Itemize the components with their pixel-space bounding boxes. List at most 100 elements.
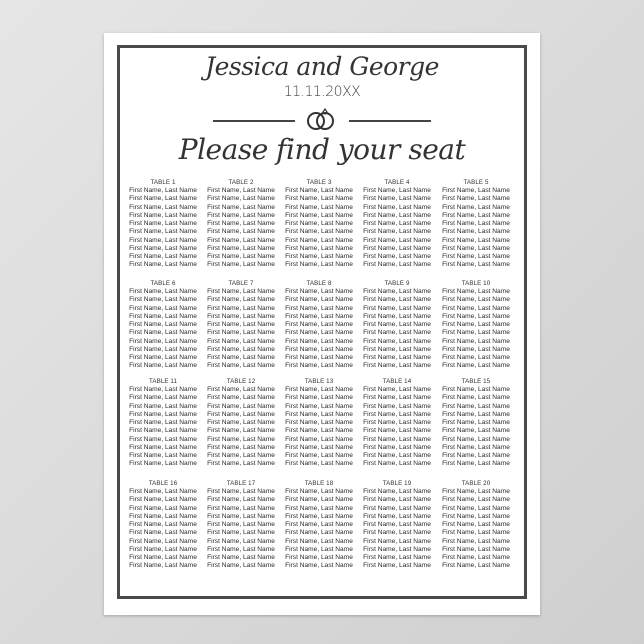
table-block: TABLE 1 First Name, Last Name First Name, … — [124, 179, 202, 270]
couple-names: Jessica and George — [205, 52, 439, 81]
guest-name: First Name, Last Name — [442, 220, 510, 227]
table-label: TABLE 12 — [226, 378, 256, 385]
guest-name: First Name, Last Name — [207, 562, 275, 570]
guest-name: First Name, Last Name — [363, 443, 431, 451]
guest-name: First Name, Last Name — [129, 195, 197, 203]
guest-name: First Name, Last Name — [363, 402, 431, 410]
guest-name: First Name, Last Name — [285, 529, 353, 537]
guest-name: First Name, Last Name — [363, 261, 431, 269]
guest-name: First Name, Last Name — [207, 402, 275, 410]
wedding-rings-icon — [307, 107, 334, 130]
guest-name: First Name, Last Name — [363, 312, 431, 320]
guest-name: First Name, Last Name — [129, 452, 197, 459]
guest-name: First Name, Last Name — [207, 410, 275, 418]
table-label: TABLE 7 — [228, 280, 254, 287]
guest-name: First Name, Last Name — [285, 435, 353, 443]
guest-name: First Name, Last Name — [363, 296, 431, 304]
guest-name: First Name, Last Name — [207, 236, 275, 244]
guest-name: First Name, Last Name — [363, 187, 431, 194]
guest-name: First Name, Last Name — [442, 410, 510, 418]
guest-name: First Name, Last Name — [129, 554, 197, 561]
guest-name: First Name, Last Name — [442, 443, 510, 451]
guest-name: First Name, Last Name — [129, 386, 197, 393]
guest-name: First Name, Last Name — [129, 427, 197, 435]
guest-name: First Name, Last Name — [442, 337, 510, 345]
guest-name: First Name, Last Name — [129, 512, 197, 520]
guest-name: First Name, Last Name — [129, 562, 197, 570]
guest-name: First Name, Last Name — [207, 537, 275, 545]
table-block: TABLE 3 First Name, Last Name First Name, … — [280, 179, 358, 270]
guest-name: First Name, Last Name — [363, 419, 431, 426]
guest-name: First Name, Last Name — [363, 321, 431, 328]
guest-name: First Name, Last Name — [129, 244, 197, 252]
table-label: TABLE 14 — [382, 378, 412, 385]
guest-name: First Name, Last Name — [129, 228, 197, 236]
guest-name: First Name, Last Name — [363, 529, 431, 537]
guest-name: First Name, Last Name — [285, 512, 353, 520]
guest-name: First Name, Last Name — [207, 211, 275, 219]
guest-name: First Name, Last Name — [442, 402, 510, 410]
guest-name: First Name, Last Name — [363, 236, 431, 244]
guest-name: First Name, Last Name — [129, 529, 197, 537]
table-block: TABLE 12 First Name, Last Name First Name,… — [202, 378, 280, 469]
guest-name: First Name, Last Name — [285, 296, 353, 304]
guest-name: First Name, Last Name — [207, 296, 275, 304]
guest-name: First Name, Last Name — [129, 504, 197, 512]
table-label: TABLE 16 — [148, 480, 178, 487]
guest-name: First Name, Last Name — [363, 288, 431, 295]
guest-name: First Name, Last Name — [207, 362, 275, 370]
guest-name: First Name, Last Name — [285, 253, 353, 260]
guest-name: First Name, Last Name — [129, 460, 197, 468]
guest-name: First Name, Last Name — [285, 419, 353, 426]
guest-name: First Name, Last Name — [285, 337, 353, 345]
guest-name: First Name, Last Name — [207, 288, 275, 295]
guest-name: First Name, Last Name — [285, 562, 353, 570]
guest-name: First Name, Last Name — [442, 261, 510, 269]
guest-name: First Name, Last Name — [363, 203, 431, 211]
guest-name: First Name, Last Name — [285, 537, 353, 545]
guest-name: First Name, Last Name — [363, 337, 431, 345]
guest-name: First Name, Last Name — [442, 394, 510, 402]
guest-name: First Name, Last Name — [442, 304, 510, 312]
guest-name: First Name, Last Name — [442, 253, 510, 260]
guest-name: First Name, Last Name — [207, 253, 275, 260]
guest-name: First Name, Last Name — [129, 187, 197, 194]
guest-name: First Name, Last Name — [442, 537, 510, 545]
guest-name: First Name, Last Name — [285, 386, 353, 393]
guest-name: First Name, Last Name — [363, 362, 431, 370]
table-label: TABLE 8 — [306, 280, 332, 287]
guest-name: First Name, Last Name — [363, 512, 431, 520]
guest-name: First Name, Last Name — [207, 386, 275, 393]
guest-name: First Name, Last Name — [363, 452, 431, 459]
table-block: TABLE 7 First Name, Last Name First Name, … — [202, 280, 280, 371]
guest-name: First Name, Last Name — [442, 211, 510, 219]
guest-name: First Name, Last Name — [442, 554, 510, 561]
guest-name: First Name, Last Name — [129, 394, 197, 402]
table-label: TABLE 6 — [150, 280, 176, 287]
guest-name: First Name, Last Name — [129, 203, 197, 211]
guest-name: First Name, Last Name — [285, 195, 353, 203]
table-block: TABLE 13 First Name, Last Name First Name,… — [280, 378, 358, 469]
guest-name: First Name, Last Name — [207, 321, 275, 328]
poster-border — [117, 45, 527, 599]
table-block: TABLE 6 First Name, Last Name First Name, … — [124, 280, 202, 371]
guest-name: First Name, Last Name — [442, 195, 510, 203]
guest-name: First Name, Last Name — [129, 261, 197, 269]
guest-name: First Name, Last Name — [363, 386, 431, 393]
guest-name: First Name, Last Name — [207, 304, 275, 312]
guest-name: First Name, Last Name — [285, 488, 353, 495]
guest-name: First Name, Last Name — [442, 427, 510, 435]
guest-name: First Name, Last Name — [363, 253, 431, 260]
guest-name: First Name, Last Name — [285, 220, 353, 227]
guest-name: First Name, Last Name — [363, 562, 431, 570]
guest-name: First Name, Last Name — [207, 488, 275, 495]
guest-name: First Name, Last Name — [442, 329, 510, 337]
guest-name: First Name, Last Name — [285, 410, 353, 418]
guest-name: First Name, Last Name — [129, 419, 197, 426]
guest-name: First Name, Last Name — [129, 337, 197, 345]
guest-name: First Name, Last Name — [285, 460, 353, 468]
guest-name: First Name, Last Name — [285, 402, 353, 410]
table-label: TABLE 10 — [461, 280, 491, 287]
guest-name: First Name, Last Name — [129, 410, 197, 418]
table-block: TABLE 10 First Name, Last Name First Name,… — [437, 280, 515, 371]
